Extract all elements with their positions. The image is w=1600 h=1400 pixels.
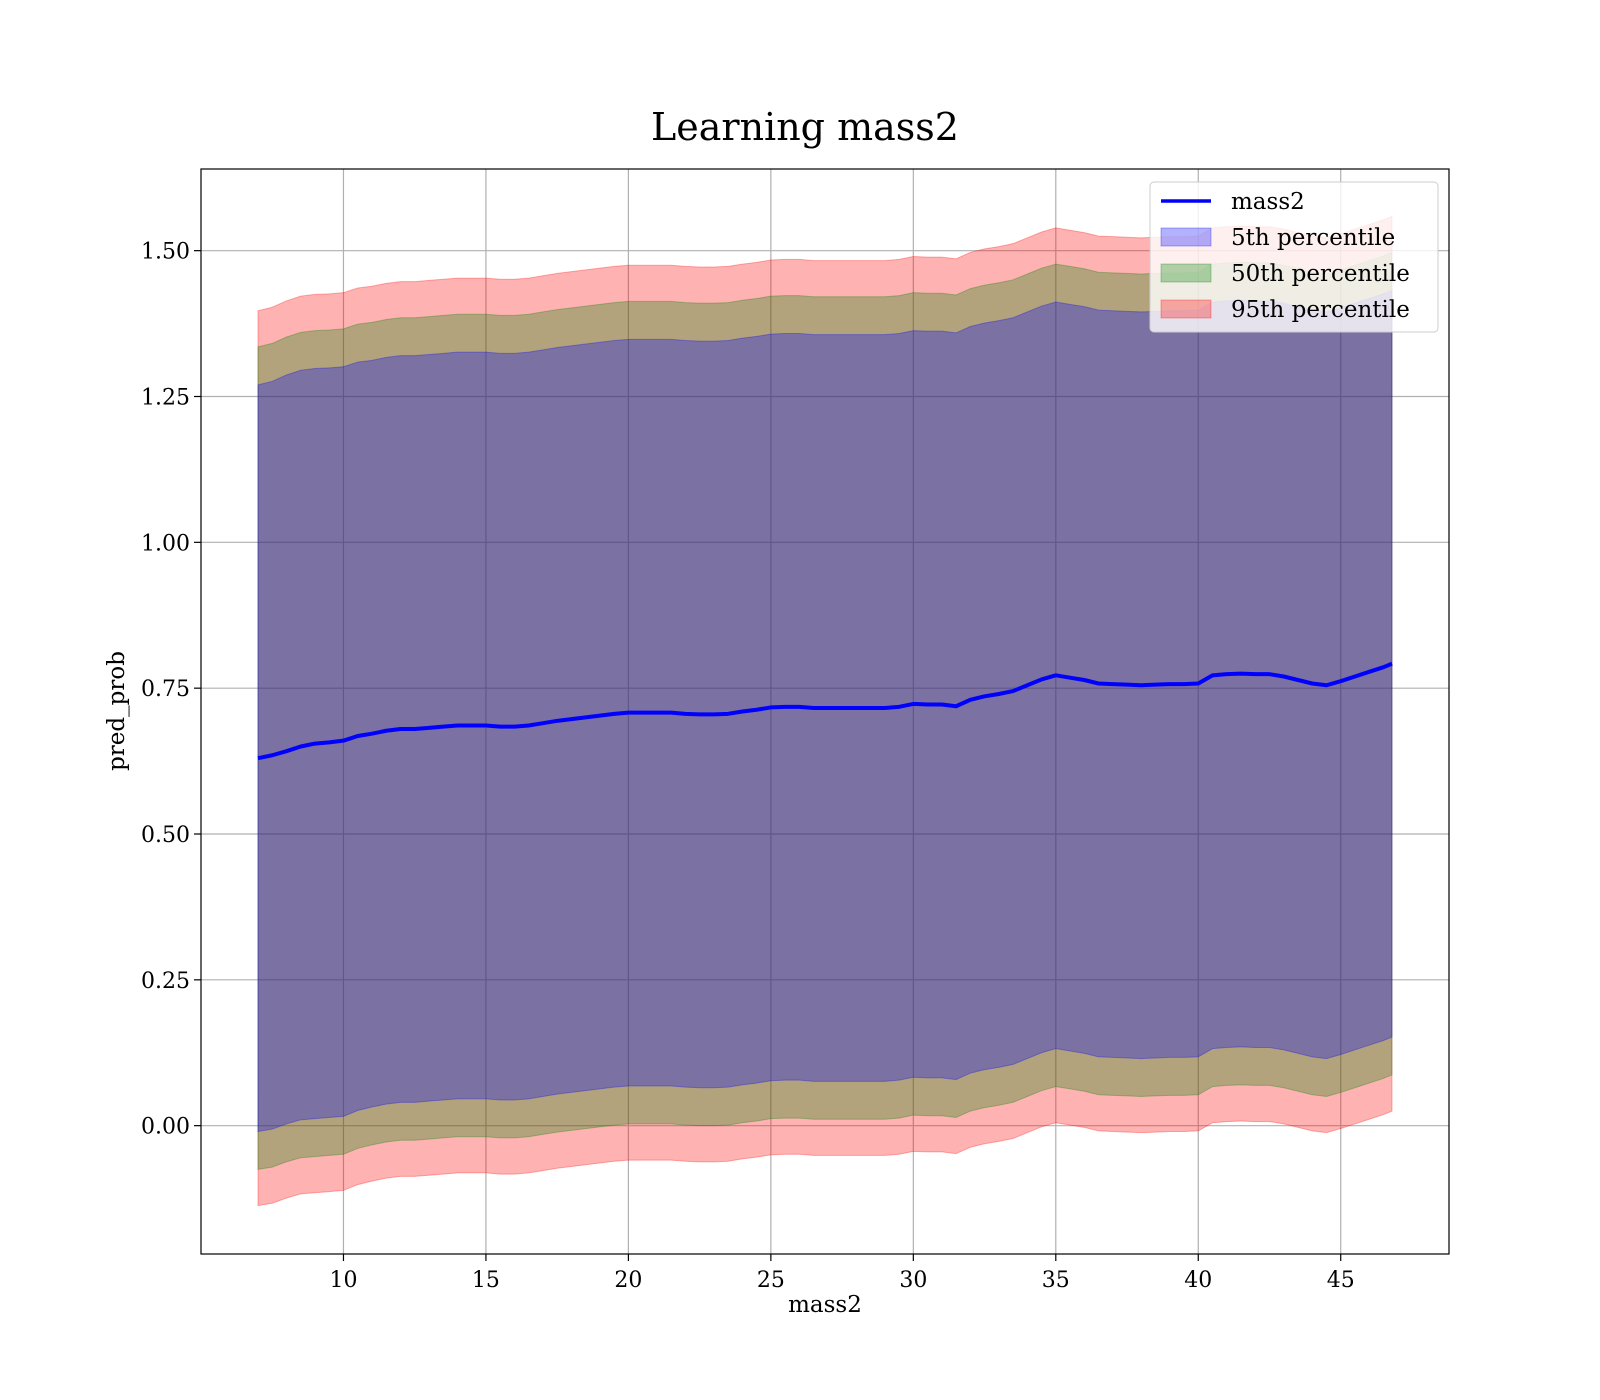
x-tick-label: 15 — [472, 1268, 500, 1293]
x-tick-label: 25 — [757, 1268, 785, 1293]
band-95th — [257, 215, 1393, 1207]
y-tick-label: 1.25 — [141, 386, 190, 411]
x-tick-label: 30 — [899, 1268, 927, 1293]
y-tick-label: 0.00 — [141, 1115, 190, 1140]
y-tick-label: 1.50 — [141, 240, 190, 265]
legend-box — [1149, 181, 1439, 333]
chart-title: Learning mass2 — [651, 105, 959, 149]
y-tick-label: 0.75 — [141, 677, 190, 702]
legend-label-95th: 95th percentile — [1231, 297, 1410, 323]
y-tick-label: 0.25 — [141, 969, 190, 994]
legend-label-mass2: mass2 — [1231, 189, 1305, 215]
y-tick-label: 0.50 — [141, 823, 190, 848]
grid — [201, 169, 1449, 1254]
y-axis-ticks: 0.00 0.25 0.50 0.75 1.00 1.25 1.50 — [141, 240, 201, 1140]
x-tick-label: 20 — [614, 1268, 642, 1293]
x-tick-label: 40 — [1184, 1268, 1212, 1293]
x-axis-ticks: 10 15 20 25 30 35 40 45 — [329, 1254, 1355, 1293]
x-axis-label: mass2 — [788, 1292, 862, 1318]
x-tick-label: 10 — [329, 1268, 357, 1293]
x-tick-label: 35 — [1042, 1268, 1070, 1293]
series-lines — [257, 661, 1393, 761]
legend-swatch-95th — [1160, 299, 1212, 319]
plot-frame — [200, 168, 1450, 1255]
legend-label-5th: 5th percentile — [1231, 225, 1395, 251]
series-line-mass2 — [257, 661, 1393, 761]
y-tick-label: 1.00 — [141, 531, 190, 556]
band-5th — [257, 289, 1393, 1133]
x-tick-label: 45 — [1327, 1268, 1355, 1293]
legend: mass2 5th percentile 50th percentile 95t… — [1149, 181, 1439, 333]
legend-swatch-50th — [1160, 263, 1212, 283]
y-axis-label: pred_prob — [104, 651, 130, 771]
percentile-bands — [257, 215, 1393, 1207]
legend-label-50th: 50th percentile — [1231, 261, 1410, 287]
legend-swatch-5th — [1160, 227, 1212, 247]
band-50th — [257, 251, 1393, 1171]
